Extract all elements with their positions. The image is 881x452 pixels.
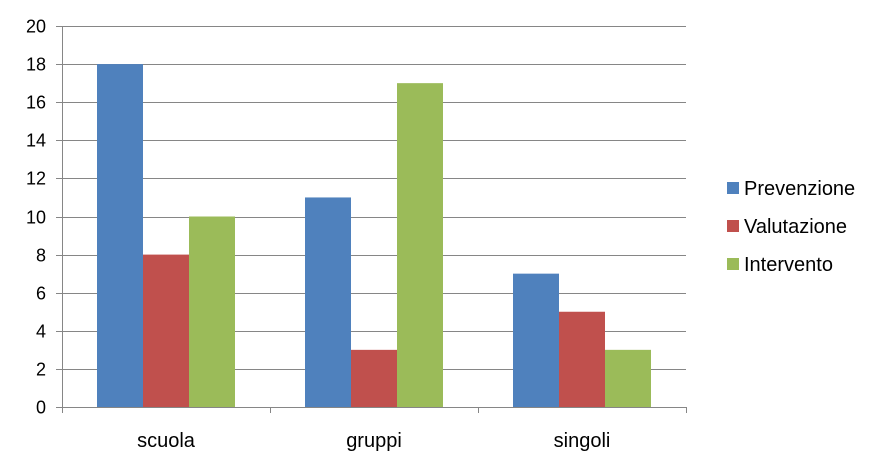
bar-singoli-prevenzione — [513, 273, 559, 407]
legend-swatch-intervento — [727, 258, 739, 270]
bar-scuola-intervento — [189, 216, 235, 407]
y-tick-label: 6 — [36, 284, 46, 304]
y-tick-label: 0 — [36, 398, 46, 418]
y-tick-label: 18 — [26, 55, 46, 75]
y-tick-label: 10 — [26, 208, 46, 228]
legend-label-prevenzione: Prevenzione — [744, 178, 855, 200]
y-tick-label: 12 — [26, 169, 46, 189]
bar-scuola-prevenzione — [97, 64, 143, 407]
legend-swatch-prevenzione — [727, 182, 739, 194]
y-tick-label: 16 — [26, 93, 46, 113]
y-tick-label: 20 — [26, 17, 46, 37]
category-labels: scuola gruppi singoli — [137, 430, 610, 452]
y-tick-label: 14 — [26, 131, 46, 151]
bar-singoli-valutazione — [559, 311, 605, 407]
legend: Prevenzione Valutazione Intervento — [727, 178, 855, 276]
y-tick-label: 8 — [36, 246, 46, 266]
y-tick-label: 4 — [36, 322, 46, 342]
legend-label-intervento: Intervento — [744, 254, 833, 276]
category-label: singoli — [554, 430, 611, 452]
y-tick-label: 2 — [36, 360, 46, 380]
axes — [62, 26, 687, 413]
bar-singoli-intervento — [605, 349, 651, 407]
bar-scuola-valutazione — [143, 254, 189, 407]
bar-gruppi-prevenzione — [305, 197, 351, 407]
bar-gruppi-valutazione — [351, 349, 397, 407]
bars — [97, 64, 651, 408]
y-tick-labels: 0 2 4 6 8 10 12 14 16 18 20 — [26, 17, 46, 418]
category-label: gruppi — [346, 430, 402, 452]
legend-label-valutazione: Valutazione — [744, 216, 847, 238]
category-label: scuola — [137, 430, 196, 452]
legend-swatch-valutazione — [727, 220, 739, 232]
bar-gruppi-intervento — [397, 83, 443, 408]
